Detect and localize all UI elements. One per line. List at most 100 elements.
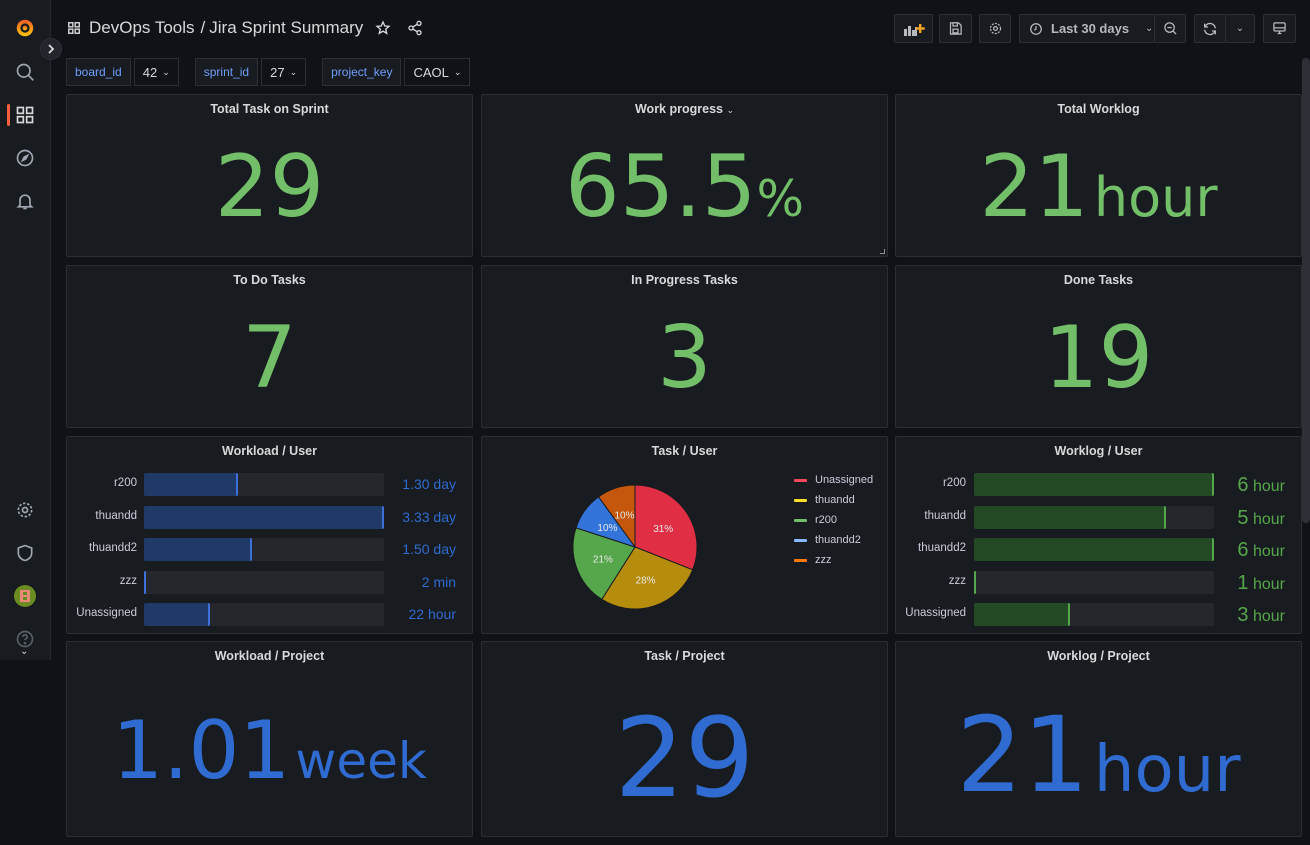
configuration-icon[interactable] (13, 498, 37, 522)
stat: 21 hour (896, 694, 1301, 816)
pie-slice-label: 31% (653, 524, 673, 535)
pie-slice-label: 21% (593, 555, 613, 566)
add-panel-button[interactable] (894, 14, 933, 43)
refresh-button[interactable] (1194, 14, 1226, 43)
variable-select[interactable]: 27 ⌄ (261, 58, 307, 86)
pie-slice[interactable] (601, 546, 694, 610)
variable-value: 42 (142, 64, 158, 80)
pie-slice[interactable] (572, 527, 636, 601)
variable-select[interactable]: 42 ⌄ (133, 58, 179, 86)
legend-swatch (794, 478, 807, 482)
user-avatar[interactable] (13, 584, 37, 608)
bar-fill (144, 473, 238, 496)
help-icon[interactable] (13, 627, 37, 651)
panel-title: Workload / User (222, 444, 317, 458)
bar-value-number: 6 (1237, 539, 1249, 561)
bar-label: thuandd (924, 509, 966, 522)
bar-row: zzz 1 hour (896, 570, 1301, 595)
resize-handle[interactable] (880, 249, 885, 254)
breadcrumb-folder[interactable]: DevOps Tools (89, 18, 195, 37)
panel-work-progress[interactable]: Work progress ⌄ 65.5% (481, 94, 888, 257)
bar-track (144, 538, 384, 561)
bar-row: Unassigned 22 hour (67, 603, 472, 627)
bar-label: Unassigned (905, 607, 966, 619)
legend-item[interactable]: r200 (794, 514, 837, 526)
dashboard-settings-button[interactable] (979, 14, 1011, 43)
panel-in-progress-tasks[interactable]: In Progress Tasks 3 (481, 265, 888, 428)
bar-fill (144, 603, 210, 626)
bar-value-number: 6 (1237, 474, 1249, 496)
panel-todo-tasks[interactable]: To Do Tasks 7 (66, 265, 473, 428)
cycle-view-mode-button[interactable] (1263, 14, 1296, 43)
search-icon[interactable] (13, 60, 37, 84)
panel-workload-user[interactable]: Workload / User r200 1.30 day thuandd 3.33 … (66, 436, 473, 634)
legend-item[interactable]: thuandd2 (794, 534, 861, 546)
time-picker-button[interactable]: Last 30 days ⌄ (1019, 14, 1155, 43)
chevron-down-icon: ⌄ (453, 66, 462, 77)
panel-title: Worklog / User (1054, 444, 1143, 458)
variable-project-key: project_key CAOL ⌄ (322, 58, 471, 86)
pie-slice[interactable] (634, 484, 698, 571)
grafana-logo-icon[interactable] (13, 16, 37, 40)
bar-fill (144, 570, 146, 594)
variable-select[interactable]: CAOL ⌄ (404, 58, 471, 86)
chevron-down-icon[interactable]: ⌄ (20, 646, 29, 657)
bar-row: r200 1.30 day (67, 473, 472, 497)
pie-slice[interactable] (597, 484, 636, 549)
pie-slice-label: 10% (614, 511, 634, 522)
save-dashboard-button[interactable] (939, 14, 972, 43)
zoom-out-button[interactable] (1154, 14, 1186, 43)
gear-icon (989, 22, 1001, 35)
explore-icon[interactable] (13, 146, 37, 170)
legend-label: zzz (815, 554, 832, 566)
legend-label: Unassigned (815, 474, 874, 486)
bar-value: 3 hour (1237, 604, 1285, 627)
monitor-icon (1273, 22, 1286, 35)
bar-track (974, 603, 1214, 626)
legend-item[interactable]: thuandd (794, 494, 855, 506)
panel-workload-project[interactable]: Workload / Project 1.01 week (66, 641, 473, 837)
refresh-icon (1204, 22, 1216, 35)
variable-value: CAOL (413, 64, 449, 80)
legend-item[interactable]: zzz (794, 554, 832, 566)
panel-task-project[interactable]: Task / Project 29 (481, 641, 888, 837)
bar-value-unit: hour (1248, 510, 1285, 528)
panel-task-user[interactable]: Task / User 31% 28% 21% 10% 10% Unassigned th… (481, 436, 888, 634)
bar-value-unit: hour (1248, 543, 1285, 560)
dashboard-title[interactable]: Jira Sprint Summary (209, 18, 364, 37)
share-icon[interactable] (407, 20, 423, 36)
variable-label: sprint_id (194, 58, 259, 86)
panel-worklog-project[interactable]: Worklog / Project 21 hour (895, 641, 1302, 837)
star-icon[interactable] (375, 20, 391, 36)
bar-row: thuandd 5 hour (896, 505, 1301, 530)
pie-chart: 31% 28% 21% 10%10% (572, 484, 698, 610)
alerting-icon[interactable] (13, 189, 37, 213)
panel-title-text: Work progress (634, 102, 723, 116)
panel-worklog-user[interactable]: Worklog / User r200 6 hour thuandd 5 hour th… (895, 436, 1302, 634)
bar-row: r200 6 hour (896, 473, 1301, 497)
bar-value: 5 hour (1237, 507, 1285, 530)
legend-label: r200 (815, 514, 838, 526)
bar-value-number: 3 (1237, 604, 1249, 626)
bar-fill (974, 473, 1214, 496)
dashboards-icon[interactable] (13, 103, 37, 127)
add-panel-icon (903, 23, 925, 36)
panel-total-worklog[interactable]: Total Worklog 21 hour (895, 94, 1302, 257)
page-scrollbar[interactable] (1302, 58, 1310, 523)
refresh-interval-dropdown[interactable]: ⌄ (1225, 14, 1255, 43)
bar-track (974, 473, 1214, 496)
server-admin-icon[interactable] (13, 541, 37, 565)
panel-title[interactable]: Work progress ⌄ (482, 102, 887, 116)
legend-item[interactable]: Unassigned (794, 474, 873, 486)
panel-title: In Progress Tasks (631, 273, 738, 287)
legend-swatch (794, 558, 807, 562)
bar-label: r200 (113, 477, 137, 489)
panel-done-tasks[interactable]: Done Tasks 19 (895, 265, 1302, 428)
panel-title: To Do Tasks (233, 273, 306, 287)
bar-row: zzz 2 min (67, 570, 472, 595)
template-variables: board_id 42 ⌄ sprint_id 27 ⌄ project_key C… (66, 58, 486, 86)
panel-total-task[interactable]: Total Task on Sprint 29 (66, 94, 473, 257)
variable-label: project_key (322, 58, 402, 86)
breadcrumb-separator: / (200, 18, 206, 37)
expand-menu-button[interactable] (40, 38, 62, 60)
